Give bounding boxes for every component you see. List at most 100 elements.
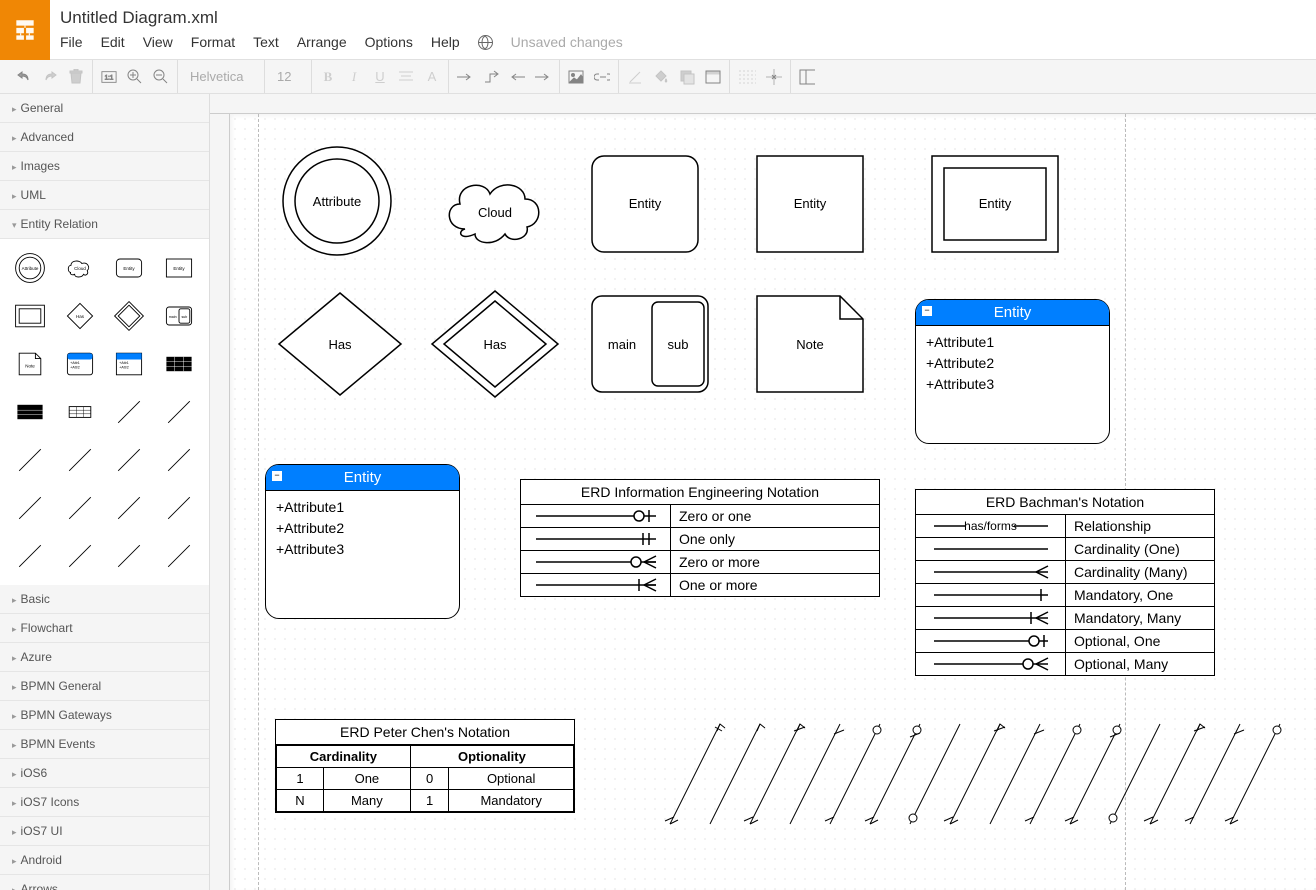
font-color-icon[interactable]: A <box>424 69 440 85</box>
palette-entity-square[interactable]: Entity <box>157 247 201 289</box>
fontsize-select[interactable]: 12 <box>273 69 303 84</box>
outline-icon[interactable] <box>799 69 815 85</box>
shape-note[interactable]: Note <box>755 294 865 394</box>
sidebar-cat-android[interactable]: Android <box>0 846 209 875</box>
guides-icon[interactable] <box>766 69 782 85</box>
palette-line-7[interactable] <box>8 487 52 529</box>
palette-table-small[interactable] <box>58 391 102 433</box>
palette-line-5[interactable] <box>108 439 152 481</box>
sidebar-cat-azure[interactable]: Azure <box>0 643 209 672</box>
line-start-icon[interactable] <box>509 69 525 85</box>
shape-attribute[interactable]: Attribute <box>280 144 395 259</box>
sidebar-cat-ios6[interactable]: iOS6 <box>0 759 209 788</box>
entity-attr-row[interactable]: +Attribute3 <box>926 374 1099 395</box>
canvas[interactable]: Attribute Cloud Entity Entity Entity <box>230 114 1316 890</box>
sidebar-cat-general[interactable]: General <box>0 94 209 123</box>
sidebar-cat-bpmn-events[interactable]: BPMN Events <box>0 730 209 759</box>
menu-arrange[interactable]: Arrange <box>297 34 347 50</box>
sidebar-cat-images[interactable]: Images <box>0 152 209 181</box>
line-color-icon[interactable] <box>627 69 643 85</box>
sidebar-cat-advanced[interactable]: Advanced <box>0 123 209 152</box>
fill-color-icon[interactable] <box>653 69 669 85</box>
palette-line-8[interactable] <box>58 487 102 529</box>
shape-has-diamond[interactable]: Has <box>275 289 405 399</box>
shape-entity-square[interactable]: Entity <box>755 154 865 254</box>
entity-attr-row[interactable]: +Attribute3 <box>276 539 449 560</box>
shape-entity-table-2[interactable]: − Entity +Attribute1 +Attribute2 +Attrib… <box>265 464 460 619</box>
palette-main-sub[interactable]: mainsub <box>157 295 201 337</box>
app-logo[interactable] <box>0 0 50 60</box>
palette-cloud[interactable]: Cloud <box>58 247 102 289</box>
palette-line-4[interactable] <box>58 439 102 481</box>
menu-options[interactable]: Options <box>365 34 413 50</box>
menu-edit[interactable]: Edit <box>101 34 125 50</box>
document-title[interactable]: Untitled Diagram.xml <box>60 8 1306 28</box>
menu-view[interactable]: View <box>143 34 173 50</box>
palette-line-10[interactable] <box>157 487 201 529</box>
entity-attr-row[interactable]: +Attribute1 <box>276 497 449 518</box>
menu-text[interactable]: Text <box>253 34 279 50</box>
entity-attr-row[interactable]: +Attribute1 <box>926 332 1099 353</box>
menu-file[interactable]: File <box>60 34 83 50</box>
palette-line-13[interactable] <box>108 535 152 577</box>
sidebar-cat-entity-relation[interactable]: Entity Relation <box>0 210 209 239</box>
palette-line-14[interactable] <box>157 535 201 577</box>
shape-main-sub[interactable]: main sub <box>590 294 710 394</box>
delete-icon[interactable] <box>68 69 84 85</box>
italic-icon[interactable]: I <box>346 69 362 85</box>
actual-size-icon[interactable]: 1:1 <box>101 69 117 85</box>
zoom-out-icon[interactable] <box>153 69 169 85</box>
sidebar-cat-ios7-icons[interactable]: iOS7 Icons <box>0 788 209 817</box>
palette-line-12[interactable] <box>58 535 102 577</box>
palette-entity-double[interactable] <box>8 295 52 337</box>
palette-note[interactable]: Note <box>8 343 52 385</box>
language-icon[interactable] <box>478 35 493 50</box>
palette-line-9[interactable] <box>108 487 152 529</box>
undo-icon[interactable] <box>16 69 32 85</box>
ie-notation-table[interactable]: ERD Information Engineering Notation Zer… <box>520 479 880 597</box>
palette-line-1[interactable] <box>108 391 152 433</box>
sidebar-cat-ios7-ui[interactable]: iOS7 UI <box>0 817 209 846</box>
sidebar-cat-arrows[interactable]: Arrows <box>0 875 209 890</box>
shape-entity-double[interactable]: Entity <box>930 154 1060 254</box>
zoom-in-icon[interactable] <box>127 69 143 85</box>
bold-icon[interactable]: B <box>320 69 336 85</box>
underline-icon[interactable]: U <box>372 69 388 85</box>
sidebar-cat-uml[interactable]: UML <box>0 181 209 210</box>
chen-notation-table[interactable]: ERD Peter Chen's Notation CardinalityOpt… <box>275 719 575 813</box>
palette-line-6[interactable] <box>157 439 201 481</box>
shadow-icon[interactable] <box>679 69 695 85</box>
sidebar-cat-bpmn-gateways[interactable]: BPMN Gateways <box>0 701 209 730</box>
palette-has-diamond[interactable]: Has <box>58 295 102 337</box>
palette-entity-rounded[interactable]: Entity <box>108 247 152 289</box>
redo-icon[interactable] <box>42 69 58 85</box>
line-end-icon[interactable] <box>535 69 551 85</box>
menu-help[interactable]: Help <box>431 34 460 50</box>
font-select[interactable]: Helvetica <box>186 69 256 84</box>
entity-attr-row[interactable]: +Attribute2 <box>926 353 1099 374</box>
palette-table-black2[interactable] <box>8 391 52 433</box>
menu-format[interactable]: Format <box>191 34 235 50</box>
palette-table-black[interactable] <box>157 343 201 385</box>
shape-entity-table-1[interactable]: − Entity +Attribute1 +Attribute2 +Attrib… <box>915 299 1110 444</box>
shape-cloud[interactable]: Cloud <box>435 159 555 249</box>
palette-entity-table-blue2[interactable]: +Attr1+Attr2 <box>108 343 152 385</box>
collapse-icon[interactable]: − <box>922 306 932 316</box>
shape-has-double-diamond[interactable]: Has <box>430 289 560 399</box>
bachman-notation-table[interactable]: ERD Bachman's Notation has/formsRelation… <box>915 489 1215 676</box>
align-icon[interactable] <box>398 69 414 85</box>
collapse-icon[interactable]: − <box>272 471 282 481</box>
shape-entity-rounded[interactable]: Entity <box>590 154 700 254</box>
palette-line-11[interactable] <box>8 535 52 577</box>
connection-icon[interactable] <box>457 69 473 85</box>
palette-attribute[interactable]: Attribute <box>8 247 52 289</box>
sidebar-cat-bpmn-general[interactable]: BPMN General <box>0 672 209 701</box>
image-icon[interactable] <box>568 69 584 85</box>
layers-icon[interactable] <box>705 69 721 85</box>
waypoints-icon[interactable] <box>483 69 499 85</box>
sidebar-cat-basic[interactable]: Basic <box>0 585 209 614</box>
grid-icon[interactable] <box>738 69 756 85</box>
entity-attr-row[interactable]: +Attribute2 <box>276 518 449 539</box>
sidebar-cat-flowchart[interactable]: Flowchart <box>0 614 209 643</box>
palette-line-2[interactable] <box>157 391 201 433</box>
